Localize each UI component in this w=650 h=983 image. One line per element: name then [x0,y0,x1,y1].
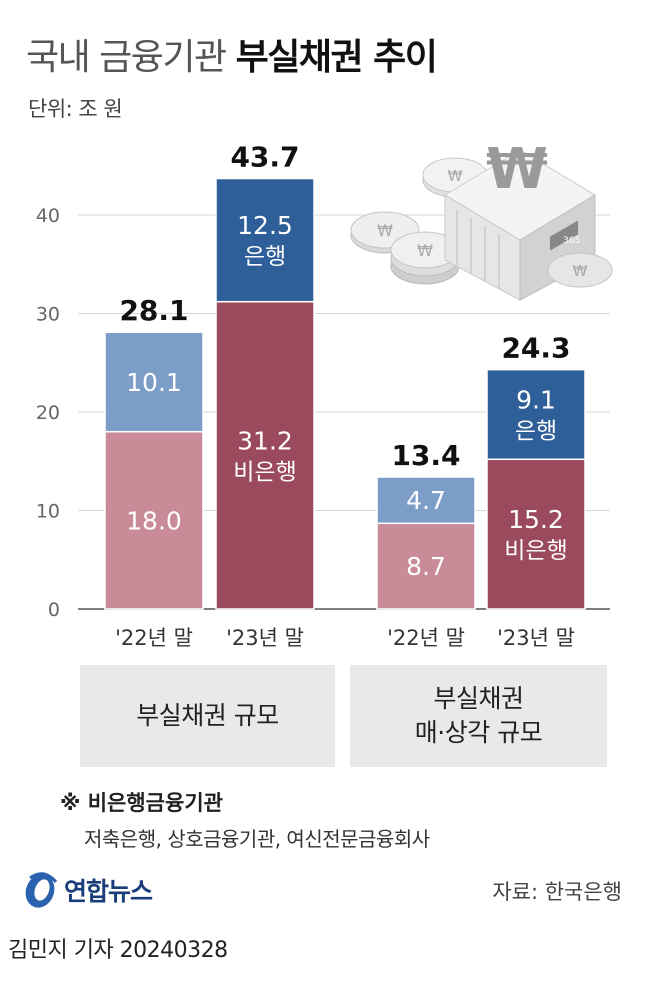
group-label-2-line1: 부실채권 [433,684,524,713]
source-label: 자료: 한국은행 [492,880,622,904]
won-sign-icon: ₩ [486,137,548,202]
coin-icon: ₩ [547,252,613,288]
logo-name: 연합뉴스 [64,877,153,906]
yonhap-logo: 연합뉴스 [22,868,153,912]
total-label: 28.1 [119,294,188,327]
data-label: 은행 [244,244,286,270]
coin-mark: ₩ [417,241,433,260]
stacked-bar-chart: 0 10 20 30 40 18.0 10.1 28.1 '22년 말 31.2 비은행 12.5 은행… [36,141,610,650]
won-mark: ₩ [486,137,548,202]
total-label: 43.7 [230,141,299,174]
data-label: 8.7 [406,552,446,581]
bar-segment [215,177,315,303]
x-tick-label: '22년 말 [387,626,465,650]
bar-segment [376,522,476,610]
data-label: 비은행 [233,459,296,485]
group-label-box-2: 부실채권 매·상각 규모 [350,665,607,767]
bar-segment [215,300,315,610]
data-label: 비은행 [504,538,567,564]
unit-label: 단위: 조 원 [28,97,123,121]
byline: 김민지 기자 20240328 [8,938,228,963]
data-label: 15.2 [508,505,564,534]
atm-sign: 365 [563,236,580,246]
data-label: 4.7 [406,486,446,515]
coin-mark: ₩ [573,262,588,280]
title-light: 국내 금융기관 [26,37,227,78]
data-label: 은행 [515,418,557,444]
title-bold: 부실채권 추이 [235,37,438,78]
x-tick-label: '23년 말 [226,626,304,650]
total-label: 24.3 [501,332,570,365]
note-title: ※ 비은행금융기관 [60,791,223,815]
chart-title: 국내 금융기관 부실채권 추이 [26,28,438,80]
bar-segment [104,430,204,610]
data-label: 10.1 [126,368,182,397]
coin-icon: ₩ [390,231,460,285]
data-label: 12.5 [237,211,293,240]
bar-segment [376,476,476,525]
note-body: 저축은행, 상호금융기관, 여신전문금융회사 [84,827,430,851]
coin-mark: ₩ [377,221,393,240]
group-label-box-1: 부실채권 규모 [80,665,335,767]
x-tick-label: '22년 말 [115,626,193,650]
data-label: 18.0 [126,506,182,535]
bar-segment [486,458,586,610]
bar-segment [486,368,586,461]
y-tick-label: 20 [36,402,60,424]
data-label: 9.1 [516,385,556,414]
coin-mark: ₩ [448,167,463,185]
y-tick-label: 30 [36,304,60,326]
total-label: 13.4 [391,439,460,472]
yonhap-logo-icon [25,872,58,908]
y-tick-label: 0 [48,599,60,621]
y-tick-label: 10 [36,501,60,523]
bar-segment [104,331,204,433]
data-label: 31.2 [237,426,293,455]
y-tick-label: 40 [36,205,60,227]
group-label-1: 부실채권 규모 [136,701,279,730]
x-tick-label: '23년 말 [497,626,575,650]
bank-building-icon: ₩ ₩ ₩ 365 ₩ ₩ [350,137,613,301]
group-label-2-line2: 매·상각 규모 [414,718,543,747]
